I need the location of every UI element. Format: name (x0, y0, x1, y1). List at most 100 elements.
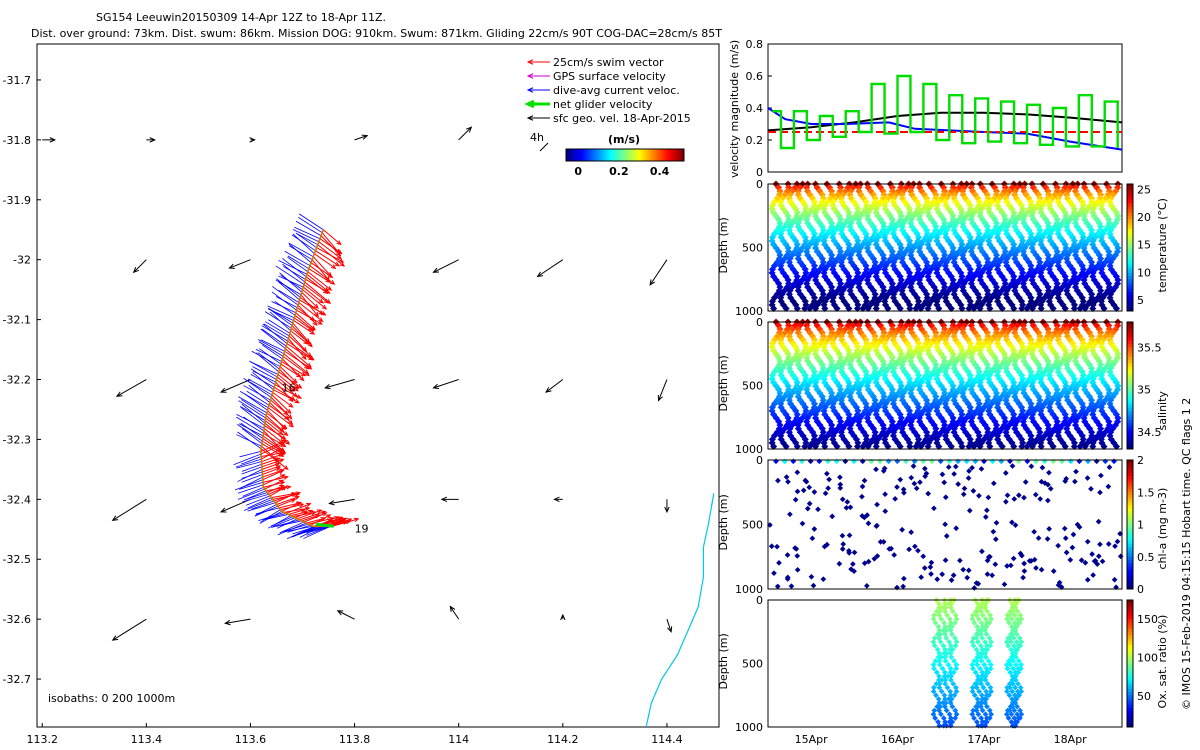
swim-vector (261, 458, 285, 468)
geo-vector-arrow (536, 259, 564, 278)
profile-marker (942, 557, 949, 564)
colorbar-swatch (626, 149, 630, 161)
colorbar-swatch (1127, 253, 1133, 258)
profile-marker (859, 493, 865, 500)
colorbar-swatch (1127, 433, 1133, 437)
colorbar-swatch (609, 149, 612, 161)
colorbar-swatch (613, 149, 616, 161)
colorbar-swatch (636, 149, 640, 161)
swim-vector (274, 492, 297, 504)
colorbar-swatch (630, 149, 634, 161)
swim-vector (261, 452, 287, 463)
swim-vector (285, 502, 312, 514)
map-y-tick-label: -31.8 (3, 134, 31, 147)
profile-marker (792, 496, 799, 503)
profile-marker (1015, 458, 1022, 465)
swim-vector (274, 384, 302, 399)
colorbar-swatch (1127, 334, 1133, 339)
colorbar-swatch (1127, 521, 1133, 525)
colorbar-swatch (566, 149, 569, 161)
dac-vector (272, 517, 296, 527)
dac-vector (245, 393, 268, 411)
day-label: 16 (282, 381, 296, 394)
profile-marker (1041, 458, 1048, 465)
colorbar-swatch (678, 149, 681, 161)
colorbar-swatch (670, 149, 673, 161)
profile-marker (775, 477, 781, 484)
profile-marker (853, 304, 862, 312)
colorbar-swatch (1127, 606, 1133, 611)
dac-vector (250, 368, 276, 385)
profile-marker (964, 574, 971, 581)
profile-marker (787, 511, 793, 518)
map-x-tick-label: 113.6 (235, 733, 267, 746)
colorbar-swatch (623, 149, 626, 161)
profile-marker (1069, 544, 1076, 551)
colorbar-swatch (607, 149, 610, 161)
colorbar-swatch (1127, 244, 1133, 248)
colorbar-swatch (585, 149, 589, 161)
colorbar-swatch (1127, 298, 1133, 302)
geo-vector-arrow (219, 379, 251, 393)
oxygen-markers (930, 597, 1025, 729)
colorbar-swatch (1127, 530, 1133, 535)
dac-vector (236, 461, 262, 469)
colorbar-swatch (1127, 429, 1133, 434)
colorbar-tick-label: 1 (1137, 519, 1144, 532)
dac-vector (243, 492, 268, 501)
time-tick-label: 17Apr (967, 733, 1001, 746)
profile-marker (960, 566, 967, 573)
swim-vector (278, 371, 303, 389)
profile-marker (948, 577, 955, 583)
velocity-y-tick-label: 0.4 (746, 102, 764, 115)
colorbar-swatch (1127, 641, 1133, 645)
colorbar-swatch (1127, 206, 1133, 210)
colorbar-swatch (1127, 350, 1133, 355)
dac-vector (251, 500, 275, 510)
oxygen-colorbar-label: Ox. sat. ratio (%) (1156, 615, 1169, 709)
swim-vector (283, 506, 311, 513)
colorbar-tick-label: 100 (1137, 652, 1158, 665)
colorbar-swatch (1127, 417, 1133, 421)
colorbar-swatch (1127, 199, 1133, 204)
profile-marker (839, 532, 846, 539)
profile-marker (1016, 492, 1022, 499)
day-label: 19 (355, 522, 369, 535)
colorbar-swatch (1127, 375, 1133, 380)
colorbar-swatch (1127, 650, 1133, 655)
profile-marker (1011, 496, 1018, 502)
colorbar-swatch (593, 149, 596, 161)
colorbar-swatch (654, 149, 657, 161)
profile-marker (1050, 568, 1057, 574)
profile-marker (976, 492, 982, 499)
profile-marker (1098, 472, 1104, 479)
colorbar-swatch (1127, 241, 1133, 245)
swim-vector (296, 309, 323, 325)
profile-marker (845, 304, 853, 312)
profile-marker (822, 490, 829, 497)
map-y-tick-label: -32.3 (3, 433, 31, 446)
profile-marker (773, 458, 779, 465)
profile-marker (894, 484, 900, 490)
profile-marker (859, 458, 866, 465)
profile-marker (826, 476, 832, 483)
profile-marker (1010, 555, 1017, 562)
profile-marker (986, 304, 994, 312)
swim-vector (279, 366, 298, 384)
map-y-tick-label: -32.6 (3, 613, 31, 626)
map-panel: 113.2 113.4 113.6 113.8 114 114.2 114.4 -31.7 -3… (3, 43, 720, 746)
colorbar-swatch (579, 149, 583, 161)
profile-marker (935, 304, 943, 312)
depth-tick-label: 500 (742, 380, 763, 393)
swim-vector (286, 343, 314, 361)
dac-vector (283, 266, 306, 280)
depth-axis-label: Depth (m) (717, 355, 730, 411)
profile-marker (842, 458, 849, 465)
profile-marker (793, 442, 801, 450)
dac-vector (303, 525, 327, 533)
colorbar-swatch (1127, 215, 1133, 220)
dac-vector (296, 233, 318, 246)
profile-marker (1072, 478, 1078, 485)
